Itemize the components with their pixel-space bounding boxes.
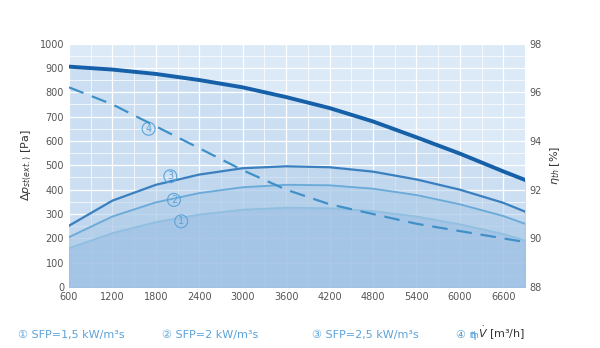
Y-axis label: $\Delta p_{st(ext.)}$ [Pa]: $\Delta p_{st(ext.)}$ [Pa] bbox=[20, 129, 34, 201]
Text: 4: 4 bbox=[146, 124, 152, 134]
Text: 3: 3 bbox=[167, 171, 173, 181]
Text: ④ η: ④ η bbox=[456, 330, 476, 340]
Text: ② SFP=2 kW/m³s: ② SFP=2 kW/m³s bbox=[162, 330, 258, 340]
Text: ③ SFP=2,5 kW/m³s: ③ SFP=2,5 kW/m³s bbox=[312, 330, 419, 340]
Text: th: th bbox=[471, 331, 479, 340]
Text: ① SFP=1,5 kW/m³s: ① SFP=1,5 kW/m³s bbox=[18, 330, 125, 340]
Text: $\dot{V}$ [m³/h]: $\dot{V}$ [m³/h] bbox=[478, 325, 525, 342]
Text: 1: 1 bbox=[178, 216, 184, 226]
Text: 2: 2 bbox=[171, 195, 177, 205]
Y-axis label: $\eta_{th}$ [%]: $\eta_{th}$ [%] bbox=[548, 146, 562, 185]
